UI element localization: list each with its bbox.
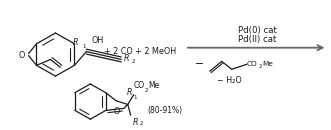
Text: 1: 1	[134, 95, 137, 100]
Text: R: R	[127, 88, 132, 97]
Text: R: R	[124, 54, 130, 63]
Text: CO: CO	[247, 61, 258, 67]
Text: Me: Me	[262, 61, 273, 67]
Text: R: R	[133, 118, 138, 127]
Text: −: −	[195, 59, 205, 69]
Text: Pd(0) cat: Pd(0) cat	[238, 26, 277, 35]
Text: 1: 1	[82, 44, 86, 49]
Text: Pd(II) cat: Pd(II) cat	[238, 35, 277, 44]
Text: 2: 2	[145, 88, 148, 93]
Text: R: R	[73, 38, 78, 47]
Text: CO: CO	[134, 81, 145, 90]
Text: − H₂O: − H₂O	[217, 76, 242, 86]
Text: OH: OH	[91, 36, 104, 45]
Text: O: O	[114, 107, 120, 116]
Text: O: O	[18, 51, 24, 60]
Text: 2: 2	[259, 64, 262, 69]
Text: 2: 2	[140, 121, 143, 126]
Text: 2: 2	[131, 59, 135, 64]
Text: (80-91%): (80-91%)	[147, 106, 183, 115]
Text: + 2 CO + 2 MeOH: + 2 CO + 2 MeOH	[104, 47, 176, 56]
Text: Me: Me	[149, 81, 160, 90]
